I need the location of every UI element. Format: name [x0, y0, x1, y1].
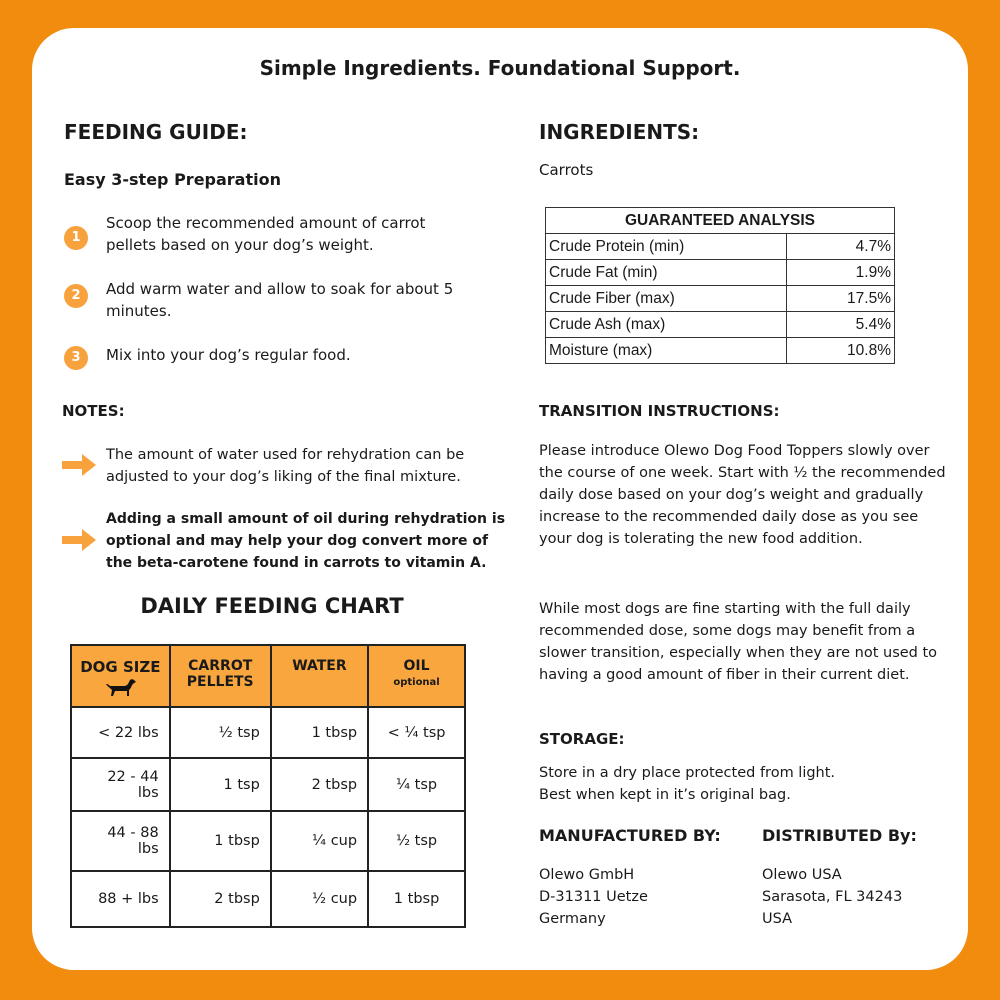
table-cell: 2 tbsp [269, 757, 370, 812]
nutrient-value: 1.9% [786, 259, 895, 286]
table-cell: ½ tsp [168, 706, 272, 759]
address-line: Sarasota, FL 34243 [762, 889, 903, 905]
ingredients-text: Carrots [539, 161, 594, 179]
table-row: < 22 lbs ½ tsp 1 tbsp < ¼ tsp [70, 706, 466, 759]
table-cell: ½ tsp [367, 810, 466, 872]
title: Simple Ingredients. Foundational Support… [259, 56, 741, 80]
analysis-title: GUARANTEED ANALYSIS [545, 207, 895, 234]
column-label: WATER [292, 658, 347, 674]
dog-icon [106, 679, 137, 696]
step-number: 1 [64, 226, 88, 250]
nutrient-value: 5.4% [786, 311, 895, 338]
column-label: OIL [403, 658, 430, 674]
table-cell: 22 - 44 lbs [70, 757, 171, 812]
table-cell: 2 tbsp [168, 870, 272, 928]
step-number: 3 [64, 346, 88, 370]
card: Simple Ingredients. Foundational Support… [32, 28, 968, 970]
analysis-row: Crude Ash (max) 5.4% [545, 311, 895, 338]
manufacturer-title: MANUFACTURED BY: [539, 826, 721, 845]
table-cell: 44 - 88 lbs [70, 810, 171, 872]
feeding-guide-title: FEEDING GUIDE: [64, 120, 248, 144]
table-cell: 88 + lbs [70, 870, 171, 928]
analysis-body: Crude Protein (min) 4.7% Crude Fat (min) 1.… [545, 233, 895, 364]
table-cell: ¼ tsp [367, 757, 466, 812]
step-text: Mix into your dog’s regular food. [106, 346, 351, 364]
column-header: OIL optional [367, 644, 466, 708]
transition-title: TRANSITION INSTRUCTIONS: [539, 402, 780, 420]
storage-line: Store in a dry place protected from ligh… [539, 765, 836, 781]
address-line: Olewo GmbH [539, 867, 635, 883]
nutrient-name: Crude Fat (min) [545, 259, 787, 286]
address-line: Germany [539, 911, 606, 927]
column-header: DOG SIZE [70, 644, 171, 708]
analysis-table: GUARANTEED ANALYSIS Crude Protein (min) 4… [545, 207, 895, 364]
nutrient-name: Crude Protein (min) [545, 233, 787, 260]
note-text: The amount of water used for rehydration… [106, 447, 465, 485]
table-cell: 1 tbsp [367, 870, 466, 928]
arrow-icon [62, 454, 96, 476]
paragraph: While most dogs are fine starting with t… [539, 601, 938, 683]
column-label: DOG SIZE [80, 658, 161, 676]
note-text: Adding a small amount of oil during rehy… [106, 511, 506, 571]
address-line: USA [762, 911, 793, 927]
nutrient-value: 10.8% [786, 337, 895, 364]
nutrient-value: 4.7% [786, 233, 895, 260]
analysis-row: Crude Protein (min) 4.7% [545, 233, 895, 260]
table-cell: 1 tbsp [269, 706, 370, 759]
table-cell: 1 tsp [168, 757, 272, 812]
header-row: DOG SIZE CARROT PELLETS WATER OIL optional [70, 644, 466, 708]
storage-line: Best when kept in it’s original bag. [539, 787, 791, 803]
table-cell: < 22 lbs [70, 706, 171, 759]
distributor-title: DISTRIBUTED By: [762, 826, 917, 845]
step-text: Add warm water and allow to soak for abo… [106, 280, 454, 320]
table-row: 22 - 44 lbs 1 tsp 2 tbsp ¼ tsp [70, 757, 466, 812]
nutrient-value: 17.5% [786, 285, 895, 312]
notes-title: NOTES: [62, 402, 125, 420]
chart-title: DAILY FEEDING CHART [140, 594, 404, 618]
feeding-table: DOG SIZE CARROT PELLETS WATER OIL optional <… [70, 644, 466, 928]
table-cell: ¼ cup [269, 810, 370, 872]
column-note: optional [393, 677, 440, 688]
paragraph: Please introduce Olewo Dog Food Toppers … [539, 443, 946, 547]
analysis-row: Moisture (max) 10.8% [545, 337, 895, 364]
nutrient-name: Crude Ash (max) [545, 311, 787, 338]
arrow-icon [62, 529, 96, 551]
table-cell: < ¼ tsp [367, 706, 466, 759]
column-label: CARROT PELLETS [186, 658, 254, 690]
storage-title: STORAGE: [539, 730, 625, 748]
ingredients-title: INGREDIENTS: [539, 120, 700, 144]
address-line: Olewo USA [762, 867, 842, 883]
table-row: 44 - 88 lbs 1 tbsp ¼ cup ½ tsp [70, 810, 466, 872]
address-line: D-31311 Uetze [539, 889, 648, 905]
table-body: < 22 lbs ½ tsp 1 tbsp < ¼ tsp 22 - 44 lbs 1 t… [70, 706, 466, 928]
column-header: CARROT PELLETS [168, 644, 272, 708]
analysis-row: Crude Fat (min) 1.9% [545, 259, 895, 286]
subtitle: Easy 3-step Preparation [64, 170, 281, 189]
step-number: 2 [64, 284, 88, 308]
column-header: WATER [269, 644, 370, 708]
analysis-row: Crude Fiber (max) 17.5% [545, 285, 895, 312]
nutrient-name: Moisture (max) [545, 337, 787, 364]
nutrient-name: Crude Fiber (max) [545, 285, 787, 312]
table-row: 88 + lbs 2 tbsp ½ cup 1 tbsp [70, 870, 466, 928]
table-cell: 1 tbsp [168, 810, 272, 872]
step-text: Scoop the recommended amount of carrot p… [106, 214, 426, 254]
table-cell: ½ cup [269, 870, 370, 928]
